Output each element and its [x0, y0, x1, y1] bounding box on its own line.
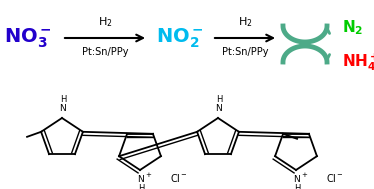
Text: H$_2$: H$_2$	[238, 15, 252, 29]
Text: N: N	[138, 175, 144, 184]
Text: Cl$^-$: Cl$^-$	[326, 172, 344, 184]
Text: Pt:Sn/PPy: Pt:Sn/PPy	[222, 47, 268, 57]
Text: H$_2$: H$_2$	[98, 15, 112, 29]
Text: N: N	[59, 104, 66, 113]
Text: Cl$^-$: Cl$^-$	[170, 172, 188, 184]
Text: $\mathbf{NO_3^-}$: $\mathbf{NO_3^-}$	[4, 26, 52, 50]
Text: N: N	[294, 175, 300, 184]
Text: N: N	[216, 104, 223, 113]
Text: H: H	[216, 95, 222, 104]
Text: H: H	[138, 184, 144, 189]
Text: $\mathbf{NH_4^+}$: $\mathbf{NH_4^+}$	[342, 51, 374, 73]
Text: H: H	[60, 95, 66, 104]
Text: $\mathbf{NO_2^-}$: $\mathbf{NO_2^-}$	[156, 26, 204, 50]
Text: +: +	[301, 172, 307, 178]
Text: +: +	[145, 172, 151, 178]
Text: $\mathbf{N_2}$: $\mathbf{N_2}$	[342, 19, 364, 37]
Text: Pt:Sn/PPy: Pt:Sn/PPy	[82, 47, 128, 57]
Text: H: H	[294, 184, 300, 189]
